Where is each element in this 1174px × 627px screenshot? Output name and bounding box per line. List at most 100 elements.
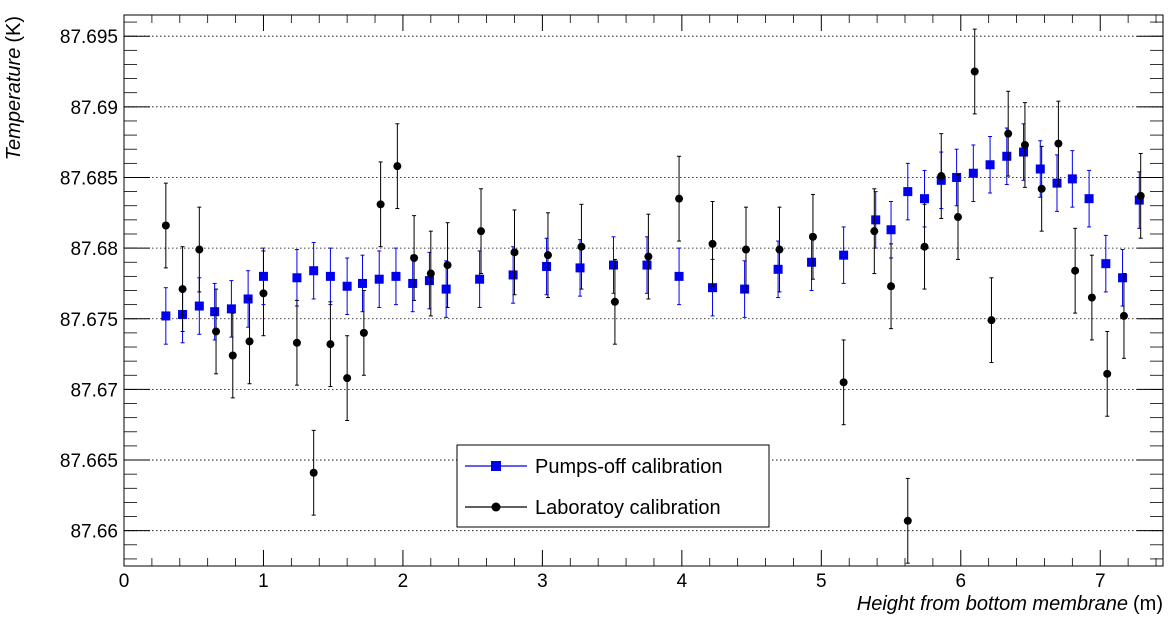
data-point	[391, 271, 401, 281]
data-point	[1136, 191, 1145, 200]
data-point	[952, 172, 962, 182]
data-point	[609, 260, 619, 270]
data-point	[886, 225, 896, 235]
data-point	[543, 251, 552, 260]
data-point	[1037, 184, 1046, 193]
data-point	[259, 289, 268, 298]
y-axis-label: Temperature	[3, 48, 25, 161]
data-point	[424, 276, 434, 286]
data-point	[674, 271, 684, 281]
x-axis-title: Height from bottom membrane (m)	[857, 593, 1163, 615]
data-point	[393, 162, 402, 171]
data-point	[510, 248, 519, 257]
data-point	[644, 252, 653, 261]
legend-label-pumps-off: Pumps-off calibration	[535, 456, 723, 478]
x-axis-unit: (m)	[1133, 593, 1163, 615]
data-point	[408, 278, 418, 288]
data-point	[1119, 311, 1128, 320]
data-point	[887, 282, 896, 291]
data-point	[441, 284, 451, 294]
y-axis-unit: (K)	[3, 16, 25, 43]
data-point	[575, 263, 585, 273]
data-point	[642, 260, 652, 270]
x-tick-label: 3	[537, 571, 548, 592]
y-tick-label: 87.69	[70, 98, 118, 119]
data-series	[161, 28, 1145, 564]
y-tick-label: 87.68	[70, 239, 118, 260]
data-point	[245, 337, 254, 346]
x-tick-label: 6	[955, 571, 966, 592]
y-tick-label: 87.685	[60, 168, 118, 189]
data-point	[443, 261, 452, 270]
data-point	[292, 273, 302, 283]
data-point	[161, 221, 170, 230]
data-point	[1071, 266, 1080, 275]
data-point	[1103, 369, 1112, 378]
series-pumps-off	[161, 123, 1144, 345]
data-point	[773, 264, 783, 274]
data-point	[292, 338, 301, 347]
legend-box	[456, 444, 770, 528]
data-point	[1019, 147, 1029, 157]
data-point	[357, 278, 367, 288]
data-point	[742, 245, 751, 254]
data-point	[1002, 151, 1012, 161]
data-point	[376, 200, 385, 209]
y-tick-label: 87.665	[60, 451, 118, 472]
data-point	[937, 172, 946, 181]
data-point	[610, 297, 619, 306]
y-tick-label: 87.675	[60, 310, 118, 331]
data-point	[508, 270, 518, 280]
data-point	[228, 351, 237, 360]
data-point	[970, 67, 979, 76]
data-point	[1087, 293, 1096, 302]
legend-marker-pumps-off	[491, 461, 501, 471]
x-tick-label: 0	[119, 571, 130, 592]
legend-label-laboratory: Laboratoy calibration	[535, 497, 721, 519]
data-point	[309, 266, 319, 276]
data-point	[871, 215, 881, 225]
data-point	[210, 307, 220, 317]
data-point	[1004, 129, 1013, 138]
data-point	[1134, 195, 1144, 205]
data-point	[1101, 259, 1111, 269]
data-point	[903, 516, 912, 525]
data-point	[325, 271, 335, 281]
legend-marker-laboratory	[491, 502, 501, 512]
y-tick-label: 87.67	[70, 380, 118, 401]
data-point	[775, 245, 784, 254]
y-axis: 87.66 87.665 87.67 87.675 87.68 87.685 87.69 87…	[60, 21, 1163, 560]
data-point	[1052, 178, 1062, 188]
data-point	[920, 242, 929, 251]
x-tick-label: 4	[677, 571, 688, 592]
data-point	[410, 254, 419, 263]
data-point	[226, 304, 236, 314]
x-tick-label: 7	[1095, 571, 1106, 592]
data-point	[1084, 194, 1094, 204]
data-point	[740, 284, 750, 294]
x-axis: 0 1 2 3 4 5 6 7	[119, 15, 1157, 592]
data-point	[359, 328, 368, 337]
data-point	[839, 250, 849, 260]
data-point	[342, 281, 352, 291]
legend: Pumps-off calibration Laboratoy calibrat…	[456, 444, 770, 528]
data-point	[1067, 174, 1077, 184]
data-point	[195, 245, 204, 254]
data-point	[953, 213, 962, 222]
data-point	[920, 194, 930, 204]
data-point	[1054, 139, 1063, 148]
y-axis-title: Temperature (K)	[3, 16, 25, 160]
x-tick-label: 5	[816, 571, 827, 592]
data-point	[808, 232, 817, 241]
data-point	[194, 301, 204, 311]
data-point	[477, 227, 486, 236]
data-point	[326, 340, 335, 349]
data-point	[212, 327, 221, 336]
data-point	[708, 239, 717, 248]
data-point	[161, 311, 171, 321]
data-point	[178, 285, 187, 294]
y-tick-label: 87.66	[70, 522, 118, 543]
data-point	[475, 274, 485, 284]
data-point	[807, 257, 817, 267]
